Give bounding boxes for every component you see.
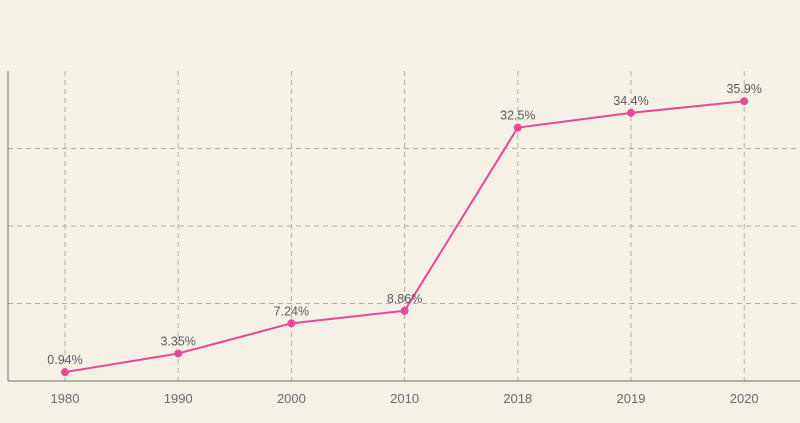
x-tick-labels: 1980 1990 2000 2010 2018 2019 2020 <box>51 391 759 406</box>
x-tick-label: 2019 <box>617 391 646 406</box>
x-tick-label: 1980 <box>51 391 80 406</box>
data-label: 7.24% <box>274 304 309 318</box>
data-label: 3.35% <box>160 334 195 348</box>
data-point <box>287 319 296 328</box>
axes <box>7 71 800 382</box>
x-tick-label: 2020 <box>730 391 759 406</box>
x-tick-label: 1990 <box>164 391 193 406</box>
data-point <box>740 97 749 106</box>
x-tick-label: 2018 <box>503 391 532 406</box>
grid-lines <box>8 71 800 381</box>
data-label: 35.9% <box>726 82 761 96</box>
data-label: 0.94% <box>47 353 82 367</box>
data-label: 34.4% <box>613 94 648 108</box>
data-point <box>174 349 183 358</box>
data-point <box>400 306 409 315</box>
data-point <box>61 368 69 377</box>
series-layer <box>61 97 749 377</box>
x-tick-label: 2010 <box>390 391 419 406</box>
data-point <box>513 123 522 132</box>
data-label: 32.5% <box>500 109 535 123</box>
data-point <box>627 108 635 117</box>
data-label: 8.86% <box>387 292 422 306</box>
data-labels: 0.94% 3.35% 7.24% 8.86% 32.5% 34.4% 35.9% <box>47 82 762 367</box>
x-tick-label: 2000 <box>277 391 306 406</box>
